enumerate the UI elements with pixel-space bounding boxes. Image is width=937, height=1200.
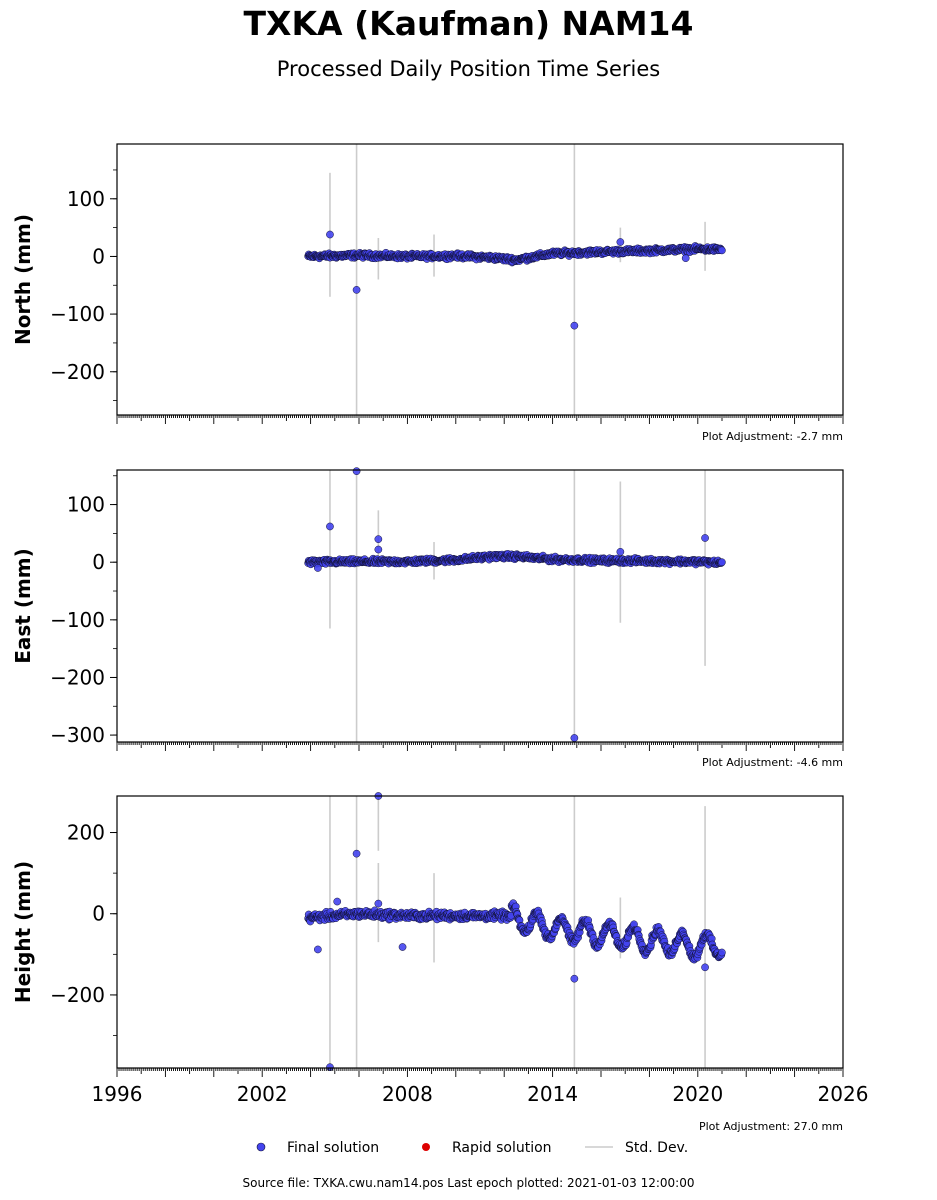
y-tick-label: −100 <box>50 608 105 632</box>
y-tick-label: −100 <box>50 302 105 326</box>
outlier-point <box>570 321 579 330</box>
data-points <box>304 550 726 569</box>
outlier-point <box>352 467 361 476</box>
panel-3: 1996 2002 2008 2014 2020 2026 200 0 −200 Height (… <box>11 792 868 1133</box>
plot-adjustment-label: Plot Adjustment: -4.6 mm <box>702 756 843 769</box>
outlier-point <box>352 849 361 858</box>
y-tick-label: 0 <box>92 244 105 268</box>
y-tick-label: −200 <box>50 360 105 384</box>
x-tick-label: 1996 <box>92 1082 143 1106</box>
y-tick-label: 200 <box>67 821 105 845</box>
legend-std-label: Std. Dev. <box>625 1140 688 1156</box>
outlier-point <box>326 522 334 531</box>
outlier-point <box>616 238 625 246</box>
y-tick-label: −200 <box>50 983 105 1007</box>
data-points <box>304 242 726 267</box>
outlier-point <box>314 564 322 572</box>
chart-subtitle: Processed Daily Position Time Series <box>276 57 661 81</box>
data-point <box>718 558 726 567</box>
plot-adjustment-label: Plot Adjustment: -2.7 mm <box>702 430 843 443</box>
outlier-point <box>314 945 322 954</box>
legend-final-label: Final solution <box>287 1140 379 1156</box>
source-footer: Source file: TXKA.cwu.nam14.pos Last epo… <box>242 1176 695 1190</box>
outlier-point <box>374 545 383 554</box>
plot-frame <box>116 143 844 416</box>
outlier-point <box>374 899 383 908</box>
outlier-point <box>398 943 407 951</box>
y-tick-label: 0 <box>92 902 105 926</box>
outlier-point <box>616 547 625 556</box>
x-axis-ticks <box>116 1068 844 1077</box>
x-tick-label: 2002 <box>237 1082 288 1106</box>
outlier-point <box>333 897 342 906</box>
plot-adjustment-label: Plot Adjustment: 27.0 mm <box>699 1120 843 1133</box>
panel-2: 100 0 −100 −200 −300 East (mm) Plot Adjustment… <box>11 467 844 769</box>
outlier-point <box>570 974 579 983</box>
y-tick-label: 100 <box>67 493 105 517</box>
legend: Final solution Rapid solution Std. Dev. <box>256 1140 688 1156</box>
outlier-point <box>701 963 709 972</box>
outlier-point <box>326 230 334 239</box>
x-tick-label: 2026 <box>818 1082 869 1106</box>
x-tick-label: 2008 <box>382 1082 433 1106</box>
legend-rapid-marker <box>422 1143 430 1151</box>
y-tick-label: −300 <box>50 723 105 747</box>
outlier-point <box>326 1063 334 1072</box>
plot-frame <box>116 795 844 1069</box>
outlier-point <box>374 535 383 544</box>
x-axis-ticks <box>116 415 844 424</box>
panel-1: 100 0 −100 −200 North (mm) Plot Adjustment: -… <box>11 143 844 443</box>
y-axis-label: North (mm) <box>11 214 35 345</box>
outlier-point <box>701 534 709 542</box>
x-axis-ticks <box>116 742 844 751</box>
y-tick-label: 0 <box>92 550 105 574</box>
y-tick-label: −200 <box>50 665 105 689</box>
outlier-point <box>681 254 690 263</box>
legend-rapid-label: Rapid solution <box>452 1140 552 1156</box>
legend-final-marker <box>256 1142 266 1152</box>
y-tick-label: 100 <box>67 187 105 211</box>
x-tick-label: 2020 <box>672 1082 723 1106</box>
y-axis-label: East (mm) <box>11 548 35 664</box>
data-point <box>718 246 726 255</box>
data-point <box>718 948 726 957</box>
outlier-point <box>352 286 361 294</box>
data-points <box>304 899 726 964</box>
plot-frame <box>116 469 844 743</box>
y-axis-label: Height (mm) <box>11 861 35 1003</box>
outlier-point <box>570 734 579 742</box>
x-tick-label: 2014 <box>527 1082 578 1106</box>
chart-title: TXKA (Kaufman) NAM14 <box>243 4 694 43</box>
panels-group: 100 0 −100 −200 North (mm) Plot Adjustment: -… <box>11 143 868 1133</box>
